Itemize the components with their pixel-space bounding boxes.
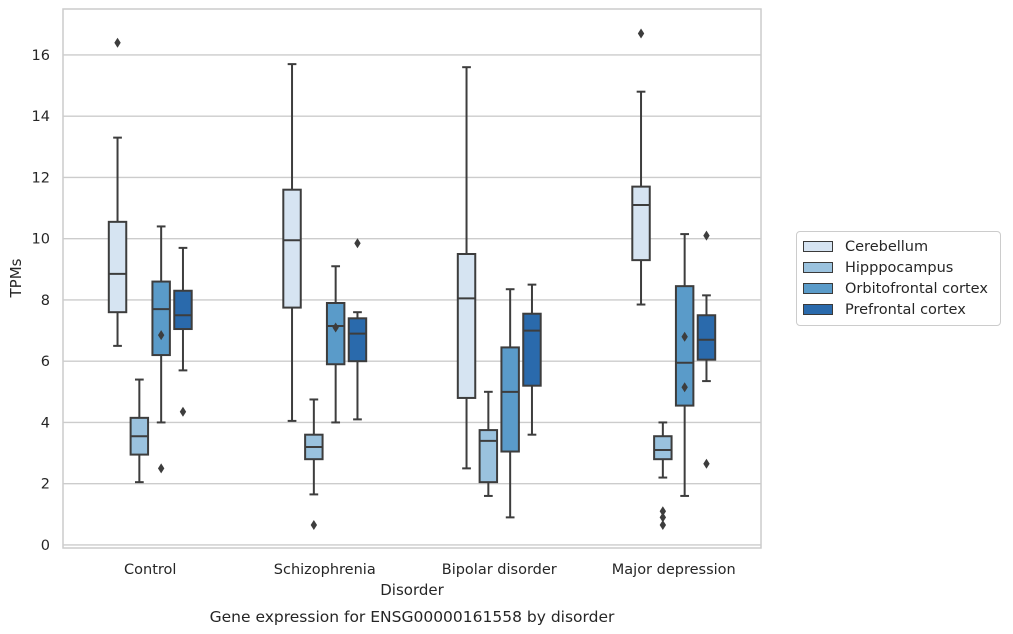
box: [151, 225, 171, 474]
box: [500, 288, 520, 519]
box: [478, 390, 499, 497]
box: [304, 398, 324, 531]
y-tick-label: 14: [32, 109, 50, 125]
y-tick-label: 8: [41, 293, 50, 309]
series-cerebellum: [107, 28, 651, 470]
outlier-point: [179, 406, 187, 417]
box-body: [325, 302, 346, 366]
legend-label: Orbitofrontal cortex: [845, 280, 988, 297]
y-tick-labels: 0 2 4 6 8 10 12 14 16: [32, 48, 50, 554]
box: [696, 230, 717, 469]
y-tick-label: 2: [41, 477, 50, 493]
box-body: [696, 314, 717, 361]
outlier-point: [114, 37, 121, 48]
series-prefrontal-cortex: [173, 230, 717, 469]
box: [107, 37, 128, 347]
box-body: [478, 429, 499, 484]
outlier-point: [637, 28, 645, 39]
box-body: [347, 317, 368, 363]
box-body: [653, 435, 673, 461]
legend-label: Cerebellum: [845, 238, 929, 255]
outlier-point: [703, 458, 710, 469]
y-tick-label: 6: [41, 354, 50, 370]
box: [347, 238, 368, 421]
box: [173, 246, 193, 417]
chart-title: Gene expression for ENSG00000161558 by d…: [210, 608, 615, 626]
outlier-point: [310, 520, 318, 531]
legend-item: Orbitofrontal cortex: [803, 278, 994, 299]
box-body: [456, 253, 477, 399]
legend-item: Hipppocampus: [803, 257, 994, 278]
box-body: [522, 312, 542, 387]
outlier-point: [659, 520, 667, 531]
box: [456, 66, 477, 470]
legend-label: Prefrontal cortex: [845, 301, 966, 318]
box-body: [173, 289, 193, 331]
box: [282, 63, 302, 422]
outlier-point: [681, 331, 688, 342]
x-tick-labels: Control Schizophrenia Bipolar disorder Majo…: [124, 562, 736, 578]
legend-item: Cerebellum: [803, 236, 994, 257]
x-tick-label: Control: [124, 562, 176, 578]
x-tick-label: Major depression: [612, 562, 736, 578]
legend-swatch: [803, 241, 833, 252]
box-series: [107, 28, 717, 531]
outlier-point: [681, 382, 688, 393]
outlier-point: [659, 512, 667, 523]
box: [631, 28, 651, 306]
legend-swatch: [803, 283, 833, 294]
y-tick-label: 16: [32, 48, 50, 64]
box-body: [500, 346, 520, 453]
outlier-point: [157, 330, 165, 341]
box: [129, 378, 150, 484]
outlier-point: [157, 463, 165, 474]
box-body: [282, 188, 302, 309]
y-gridlines: [63, 54, 761, 546]
outlier-point: [332, 322, 339, 333]
box-body: [151, 280, 171, 357]
box-body: [631, 185, 651, 262]
outlier-point: [703, 230, 710, 241]
outlier-point: [659, 506, 667, 517]
x-tick-label: Schizophrenia: [274, 562, 376, 578]
box: [674, 233, 695, 497]
plot-background: [63, 9, 761, 548]
y-tick-label: 4: [41, 415, 50, 431]
box-body: [107, 220, 128, 314]
x-axis-label: Disorder: [380, 581, 444, 599]
legend-swatch: [803, 304, 833, 315]
series-orbitofrontal-cortex: [151, 225, 695, 519]
series-hipppocampus: [129, 378, 673, 531]
y-tick-label: 10: [32, 232, 50, 248]
legend-item: Prefrontal cortex: [803, 299, 994, 320]
y-axis-label: TPMs: [7, 258, 25, 298]
box-body: [674, 285, 695, 407]
box: [325, 265, 346, 424]
legend-label: Hipppocampus: [845, 259, 954, 276]
y-tick-label: 12: [32, 170, 50, 186]
box: [653, 421, 673, 531]
x-tick-label: Bipolar disorder: [442, 562, 557, 578]
legend-swatch: [803, 262, 833, 273]
y-tick-label: 0: [41, 538, 50, 554]
plot-frame: [62, 8, 762, 549]
legend: Cerebellum Hipppocampus Orbitofrontal cort…: [796, 231, 1001, 326]
box: [522, 283, 542, 436]
outlier-point: [354, 238, 361, 249]
